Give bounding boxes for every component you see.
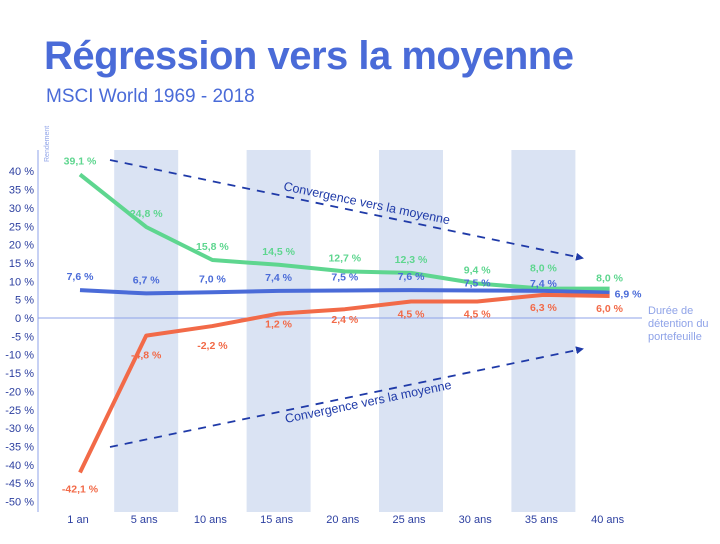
data-label-min: -42,1 % [62, 484, 99, 496]
y-tick-label: 0 % [15, 313, 34, 325]
data-label-mean: 6,7 % [133, 274, 161, 286]
y-tick-label: 40 % [9, 166, 34, 178]
y-tick-label: 25 % [9, 221, 34, 233]
data-label-min: -4,8 % [131, 350, 162, 362]
y-tick-label: -30 % [5, 423, 34, 435]
shaded-band [511, 150, 576, 512]
x-tick-label: 30 ans [459, 514, 493, 526]
data-label-min: 6,0 % [596, 303, 624, 315]
y-tick-label: -45 % [5, 478, 34, 490]
data-label-max: 15,8 % [196, 241, 229, 253]
y-tick-label: -25 % [5, 405, 34, 417]
data-label-max: 14,5 % [262, 246, 295, 258]
y-tick-label: -20 % [5, 386, 34, 398]
data-label-mean: 7,5 % [464, 277, 492, 289]
series-line-mean [79, 288, 610, 296]
shaded-band [246, 150, 311, 512]
y-tick-label: 20 % [9, 240, 34, 252]
series-line-min [78, 292, 610, 474]
data-label-max: 8,0 % [596, 273, 624, 285]
data-label-mean: 7,0 % [199, 273, 227, 285]
data-label-max: 8,0 % [530, 263, 558, 275]
x-axis-label: portefeuille [648, 331, 702, 343]
y-axis-label: Rendement [44, 126, 51, 162]
x-axis-label: Durée de [648, 305, 693, 317]
x-tick-label: 35 ans [525, 514, 559, 526]
y-tick-label: 15 % [9, 258, 34, 270]
data-label-max: 24,8 % [130, 208, 163, 220]
y-tick-label: -35 % [5, 441, 34, 453]
convergence-arrow-upper [109, 159, 584, 261]
data-label-mean: 7,4 % [530, 278, 558, 290]
data-label-min: 6,3 % [530, 302, 558, 314]
x-tick-label: 15 ans [260, 514, 294, 526]
chart-title: Régression vers la moyenne [44, 34, 574, 78]
data-label-max: 12,3 % [395, 254, 428, 266]
y-tick-label: 30 % [9, 203, 34, 215]
x-tick-label: 25 ans [392, 514, 426, 526]
data-label-min: 1,2 % [265, 319, 293, 331]
y-tick-label: -50 % [5, 497, 34, 509]
y-tick-label: 10 % [9, 276, 34, 288]
data-label-max: 39,1 % [64, 156, 97, 168]
y-tick-label: -15 % [5, 368, 34, 380]
y-tick-label: -10 % [5, 350, 34, 362]
x-tick-label: 10 ans [194, 514, 228, 526]
chart-subtitle: MSCI World 1969 - 2018 [46, 86, 255, 107]
x-tick-label: 1 an [67, 514, 88, 526]
data-label-min: -2,2 % [197, 340, 228, 352]
series-line-max [78, 172, 610, 291]
x-axis-label: détention du [648, 318, 709, 330]
data-label-max: 12,7 % [328, 252, 361, 264]
y-tick-label: -5 % [11, 331, 34, 343]
x-tick-label: 40 ans [591, 514, 625, 526]
data-label-min: 2,4 % [331, 314, 359, 326]
data-label-mean: 7,6 % [67, 271, 95, 283]
x-tick-label: 5 ans [131, 514, 158, 526]
y-tick-label: -40 % [5, 460, 34, 472]
data-label-min: 4,5 % [464, 308, 492, 320]
data-label-mean: 7,4 % [265, 272, 293, 284]
shaded-band [379, 150, 443, 512]
convergence-arrow-lower [109, 346, 584, 448]
data-label-mean: 7,5 % [331, 271, 359, 283]
data-label-mean: 7,6 % [398, 271, 426, 283]
x-tick-label: 20 ans [326, 514, 360, 526]
data-label-min: 4,5 % [398, 308, 426, 320]
y-tick-label: 35 % [9, 185, 34, 197]
data-label-max: 9,4 % [464, 265, 492, 277]
data-label-mean: 6,9 % [615, 289, 643, 301]
y-tick-label: 5 % [15, 295, 34, 307]
